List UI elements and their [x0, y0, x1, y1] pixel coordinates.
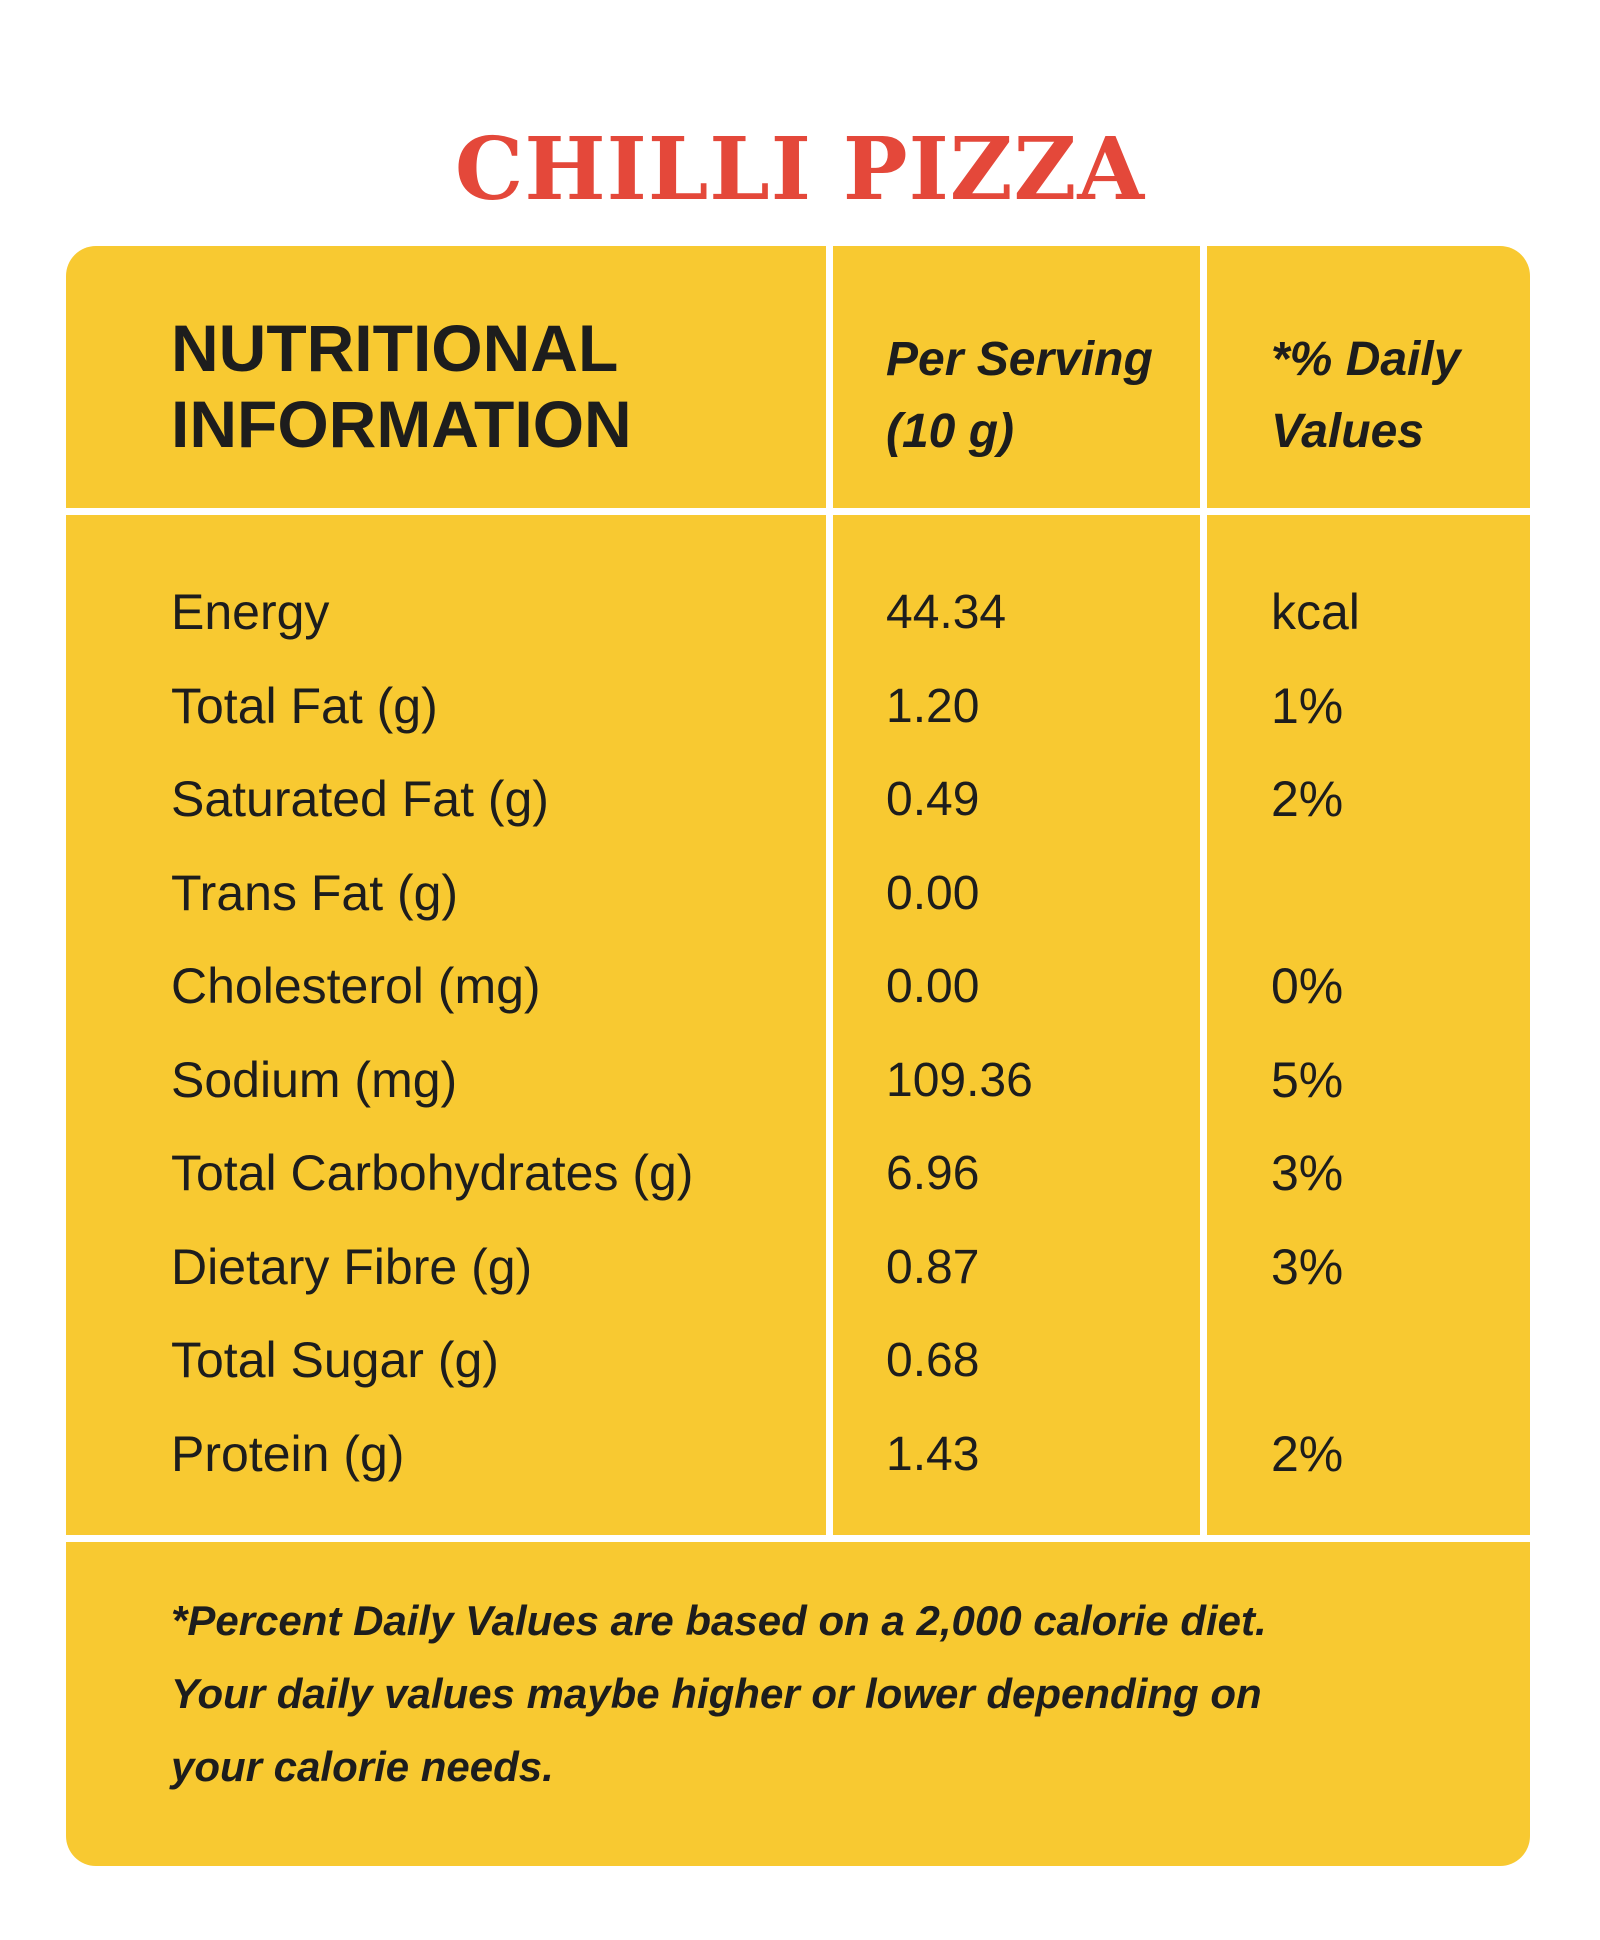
table-row: Cholesterol (mg) 0.00 0%: [66, 940, 1530, 1034]
per-serving-header-line: (10 g): [886, 405, 1015, 458]
nutrient-name: Sodium (mg): [171, 1051, 458, 1108]
nutrient-name: Total Fat (g): [171, 677, 438, 734]
daily-values-header: *% Daily Values: [1271, 324, 1521, 468]
table-heading-line: INFORMATION: [171, 387, 632, 461]
nutrient-name: Protein (g): [171, 1425, 405, 1482]
nutrient-name: Dietary Fibre (g): [171, 1238, 533, 1295]
footer-divider: [66, 1535, 1530, 1542]
daily-values-header-line: Values: [1271, 405, 1424, 458]
daily-values-header-line: *% Daily: [1271, 333, 1461, 386]
table-row: Sodium (mg) 109.36 5%: [66, 1034, 1530, 1128]
nutrient-daily-value: 5%: [1271, 1051, 1344, 1108]
page-title: CHILLI PIZZA: [454, 118, 1146, 220]
nutrient-value: 0.49: [886, 773, 980, 826]
nutrient-daily-value: 3%: [1271, 1238, 1344, 1295]
table-row: Total Fat (g) 1.20 1%: [66, 660, 1530, 754]
nutrient-value: 6.96: [886, 1147, 980, 1200]
nutrient-value: 44.34: [886, 586, 1007, 639]
footnote-line: Your daily values maybe higher or lower …: [171, 1670, 1262, 1717]
table-row: Dietary Fibre (g) 0.87 3%: [66, 1221, 1530, 1315]
nutrient-value: 1.43: [886, 1427, 980, 1481]
nutrient-value: 0.68: [886, 1334, 980, 1387]
table-heading: NUTRITIONAL INFORMATION: [171, 310, 791, 462]
nutrient-rows: Energy 44.34 kcal Total Fat (g) 1.20 1% …: [66, 566, 1530, 1501]
nutrient-name: Cholesterol (mg): [171, 958, 541, 1014]
nutrient-value: 0.00: [886, 960, 980, 1013]
table-row: Protein (g) 1.43 2%: [66, 1408, 1530, 1502]
daily-values-footnote: *Percent Daily Values are based on a 2,0…: [171, 1584, 1491, 1803]
nutrient-daily-value: kcal: [1271, 584, 1360, 640]
nutrient-daily-value: 2%: [1271, 1425, 1344, 1482]
nutrient-value: 1.20: [886, 679, 980, 733]
nutrient-daily-value: 1%: [1271, 677, 1344, 734]
column-divider: [826, 246, 833, 1542]
nutrient-name: Trans Fat (g): [171, 864, 459, 921]
per-serving-header-line: Per Serving: [886, 333, 1153, 386]
table-row: Trans Fat (g) 0.00: [66, 847, 1530, 941]
nutrition-table: NUTRITIONAL INFORMATION Per Serving (10 …: [66, 246, 1530, 1866]
nutrient-value: 109.36: [886, 1053, 1033, 1107]
footnote-line: *Percent Daily Values are based on a 2,0…: [171, 1597, 1267, 1644]
table-row: Saturated Fat (g) 0.49 2%: [66, 753, 1530, 847]
nutrient-name: Total Carbohydrates (g): [171, 1145, 694, 1201]
nutrient-value: 0.87: [886, 1240, 980, 1294]
footnote-line: your calorie needs.: [171, 1743, 554, 1790]
table-row: Total Carbohydrates (g) 6.96 3%: [66, 1127, 1530, 1221]
nutrient-name: Total Sugar (g): [171, 1332, 499, 1388]
nutrient-daily-value: 2%: [1271, 771, 1344, 827]
per-serving-header: Per Serving (10 g): [886, 324, 1186, 468]
table-row: Total Sugar (g) 0.68: [66, 1314, 1530, 1408]
nutrient-name: Energy: [171, 584, 330, 640]
table-heading-line: NUTRITIONAL: [171, 311, 619, 385]
nutrient-daily-value: 3%: [1271, 1145, 1344, 1201]
nutrient-name: Saturated Fat (g): [171, 771, 549, 827]
nutrient-value: 0.00: [886, 866, 980, 920]
header-divider: [66, 508, 1530, 515]
column-divider: [1200, 246, 1207, 1542]
table-row: Energy 44.34 kcal: [66, 566, 1530, 660]
nutrient-daily-value: 0%: [1271, 958, 1344, 1014]
